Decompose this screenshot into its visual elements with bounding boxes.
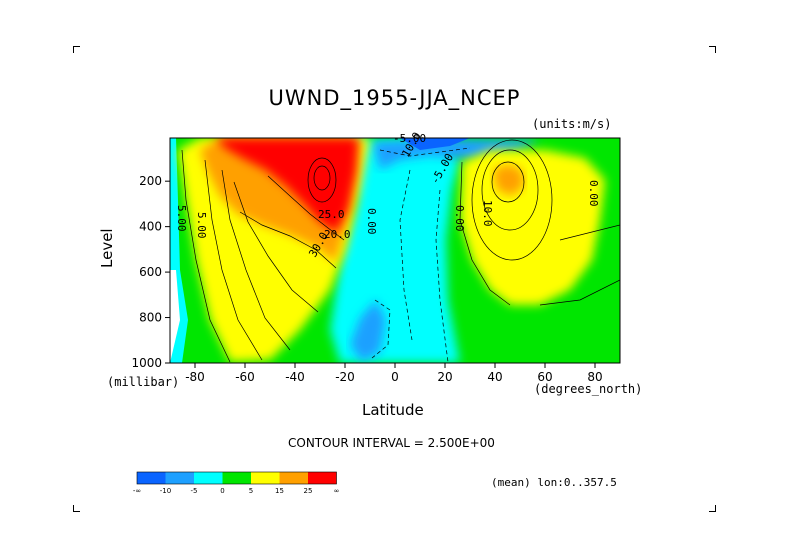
contour-field: [170, 138, 620, 363]
colorbar-label: ∞: [334, 487, 340, 495]
units-label: (units:m/s): [532, 117, 612, 131]
colorbar: -∞ -10 -5 0 5 15 25 ∞: [133, 471, 340, 495]
contour-label: -5.00: [393, 132, 426, 145]
x-tick-label: 40: [487, 370, 502, 384]
chart-title: UWND_1955-JJA_NCEP: [268, 86, 521, 110]
contour-label: 5.00: [195, 212, 208, 239]
colorbar-label: -∞: [133, 487, 141, 495]
colorbar-label: -5: [191, 487, 198, 495]
y-tick-label: 800: [139, 311, 162, 325]
contour-label: 5.00: [175, 205, 188, 232]
corner-mark-top-left: [73, 46, 80, 53]
x-tick-label: -40: [285, 370, 305, 384]
colorbar-label: 0: [220, 487, 224, 495]
colorbar-label: -10: [160, 487, 171, 495]
colorbar-label: 15: [275, 487, 284, 495]
colorbar-label: 25: [304, 487, 313, 495]
contour-label: 10.0: [481, 200, 494, 227]
colorbar-swatch: [165, 472, 194, 484]
colorbar-swatch: [222, 472, 251, 484]
colorbar-frame: [136, 471, 337, 485]
x-axis-label: Latitude: [362, 401, 424, 419]
y-tick-label: 600: [139, 265, 162, 279]
y-axis-unit: (millibar): [107, 375, 180, 389]
corner-mark-bottom-left: [73, 505, 80, 512]
y-tick-label: 200: [139, 174, 162, 188]
contour-interval-text: CONTOUR INTERVAL = 2.500E+00: [288, 436, 495, 450]
colorbar-swatch: [308, 472, 337, 484]
y-tick-label: 400: [139, 220, 162, 234]
x-tick-label: 20: [437, 370, 452, 384]
x-tick-label: -80: [185, 370, 205, 384]
x-tick-label: 0: [391, 370, 399, 384]
contour-label: 20.0: [324, 228, 351, 241]
corner-mark-top-right: [709, 46, 716, 53]
x-tick-label: -20: [335, 370, 355, 384]
x-tick-label: 60: [537, 370, 552, 384]
colorbar-label: 5: [249, 487, 253, 495]
contour-label: 0.00: [453, 205, 466, 232]
axis-ticks: -80 -60 -40 -20 0 20 40 60 80 200 400 600 800 1000: [131, 174, 602, 384]
colorbar-swatch: [251, 472, 280, 484]
corner-mark-bottom-right: [709, 505, 716, 512]
x-axis-unit: (degrees_north): [534, 382, 643, 396]
contour-label: 25.0: [318, 208, 345, 221]
colorbar-swatch: [279, 472, 308, 484]
y-tick-label: 1000: [131, 356, 162, 370]
contour-label: 0.00: [587, 180, 600, 207]
x-tick-label: -60: [235, 370, 255, 384]
contour-label: 0.00: [365, 208, 378, 235]
x-tick-label: 80: [587, 370, 602, 384]
colorbar-swatch: [194, 472, 223, 484]
mean-lon-text: (mean) lon:0..357.5: [491, 476, 617, 489]
colorbar-swatch: [137, 472, 166, 484]
